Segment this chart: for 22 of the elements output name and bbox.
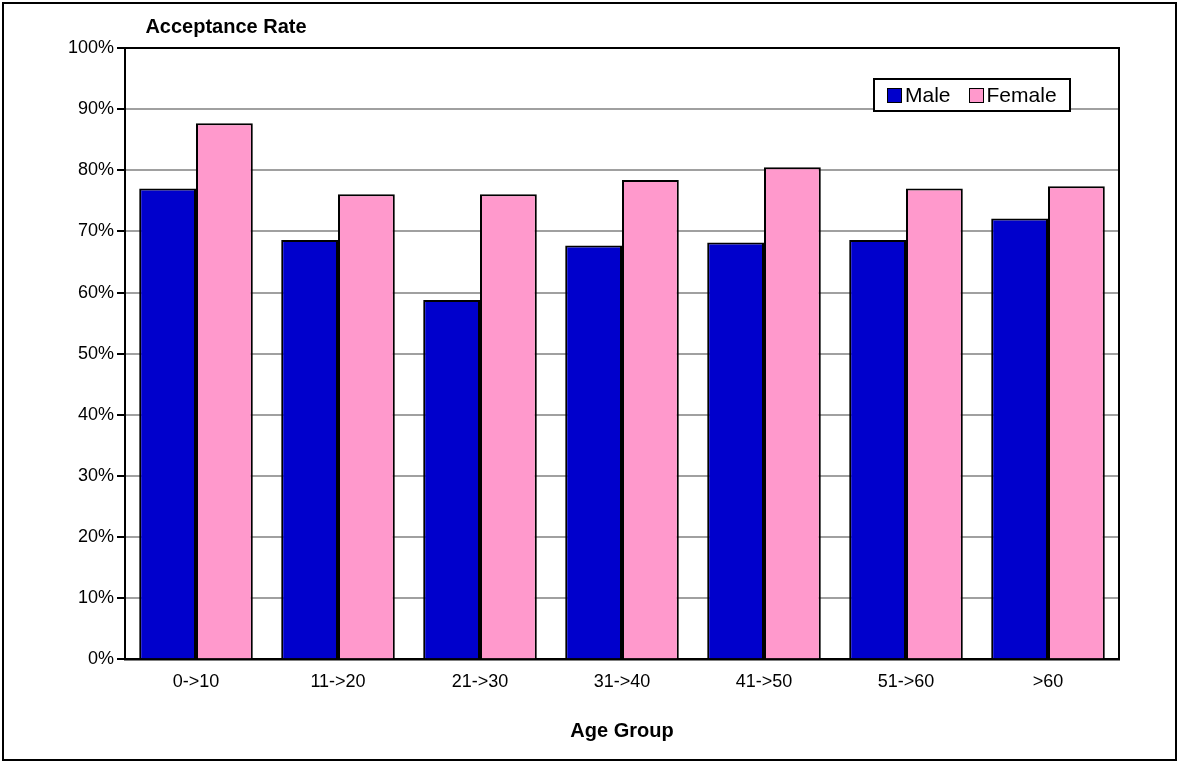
y-tick-label: 40% — [77, 403, 114, 424]
y-tick-label: 50% — [77, 342, 114, 363]
y-tick-label: 0% — [87, 648, 114, 669]
x-tick-label: 21->30 — [451, 671, 509, 692]
x-tick-label: >60 — [1032, 671, 1064, 692]
x-axis-title: Age Group — [570, 718, 674, 741]
legend-label: Female — [986, 83, 1057, 107]
x-tick-label: 31->40 — [593, 671, 651, 692]
x-tick-label: 41->50 — [735, 671, 793, 692]
x-tick-label: 0->10 — [172, 671, 220, 692]
y-tick-label: 10% — [77, 587, 114, 608]
y-tick-label: 60% — [77, 281, 114, 302]
y-tick-label: 20% — [77, 526, 114, 547]
y-tick-label: 30% — [77, 464, 114, 485]
y-tick-label: 70% — [77, 220, 114, 241]
y-tick-label: 100% — [67, 36, 114, 57]
y-tick-label: 90% — [77, 98, 114, 119]
legend-label: Male — [905, 83, 951, 107]
y-tick-label: 80% — [77, 159, 114, 180]
y-axis-title: Acceptance Rate — [128, 15, 324, 38]
x-tick-label: 11->20 — [310, 671, 366, 692]
x-tick-label: 51->60 — [877, 671, 935, 692]
